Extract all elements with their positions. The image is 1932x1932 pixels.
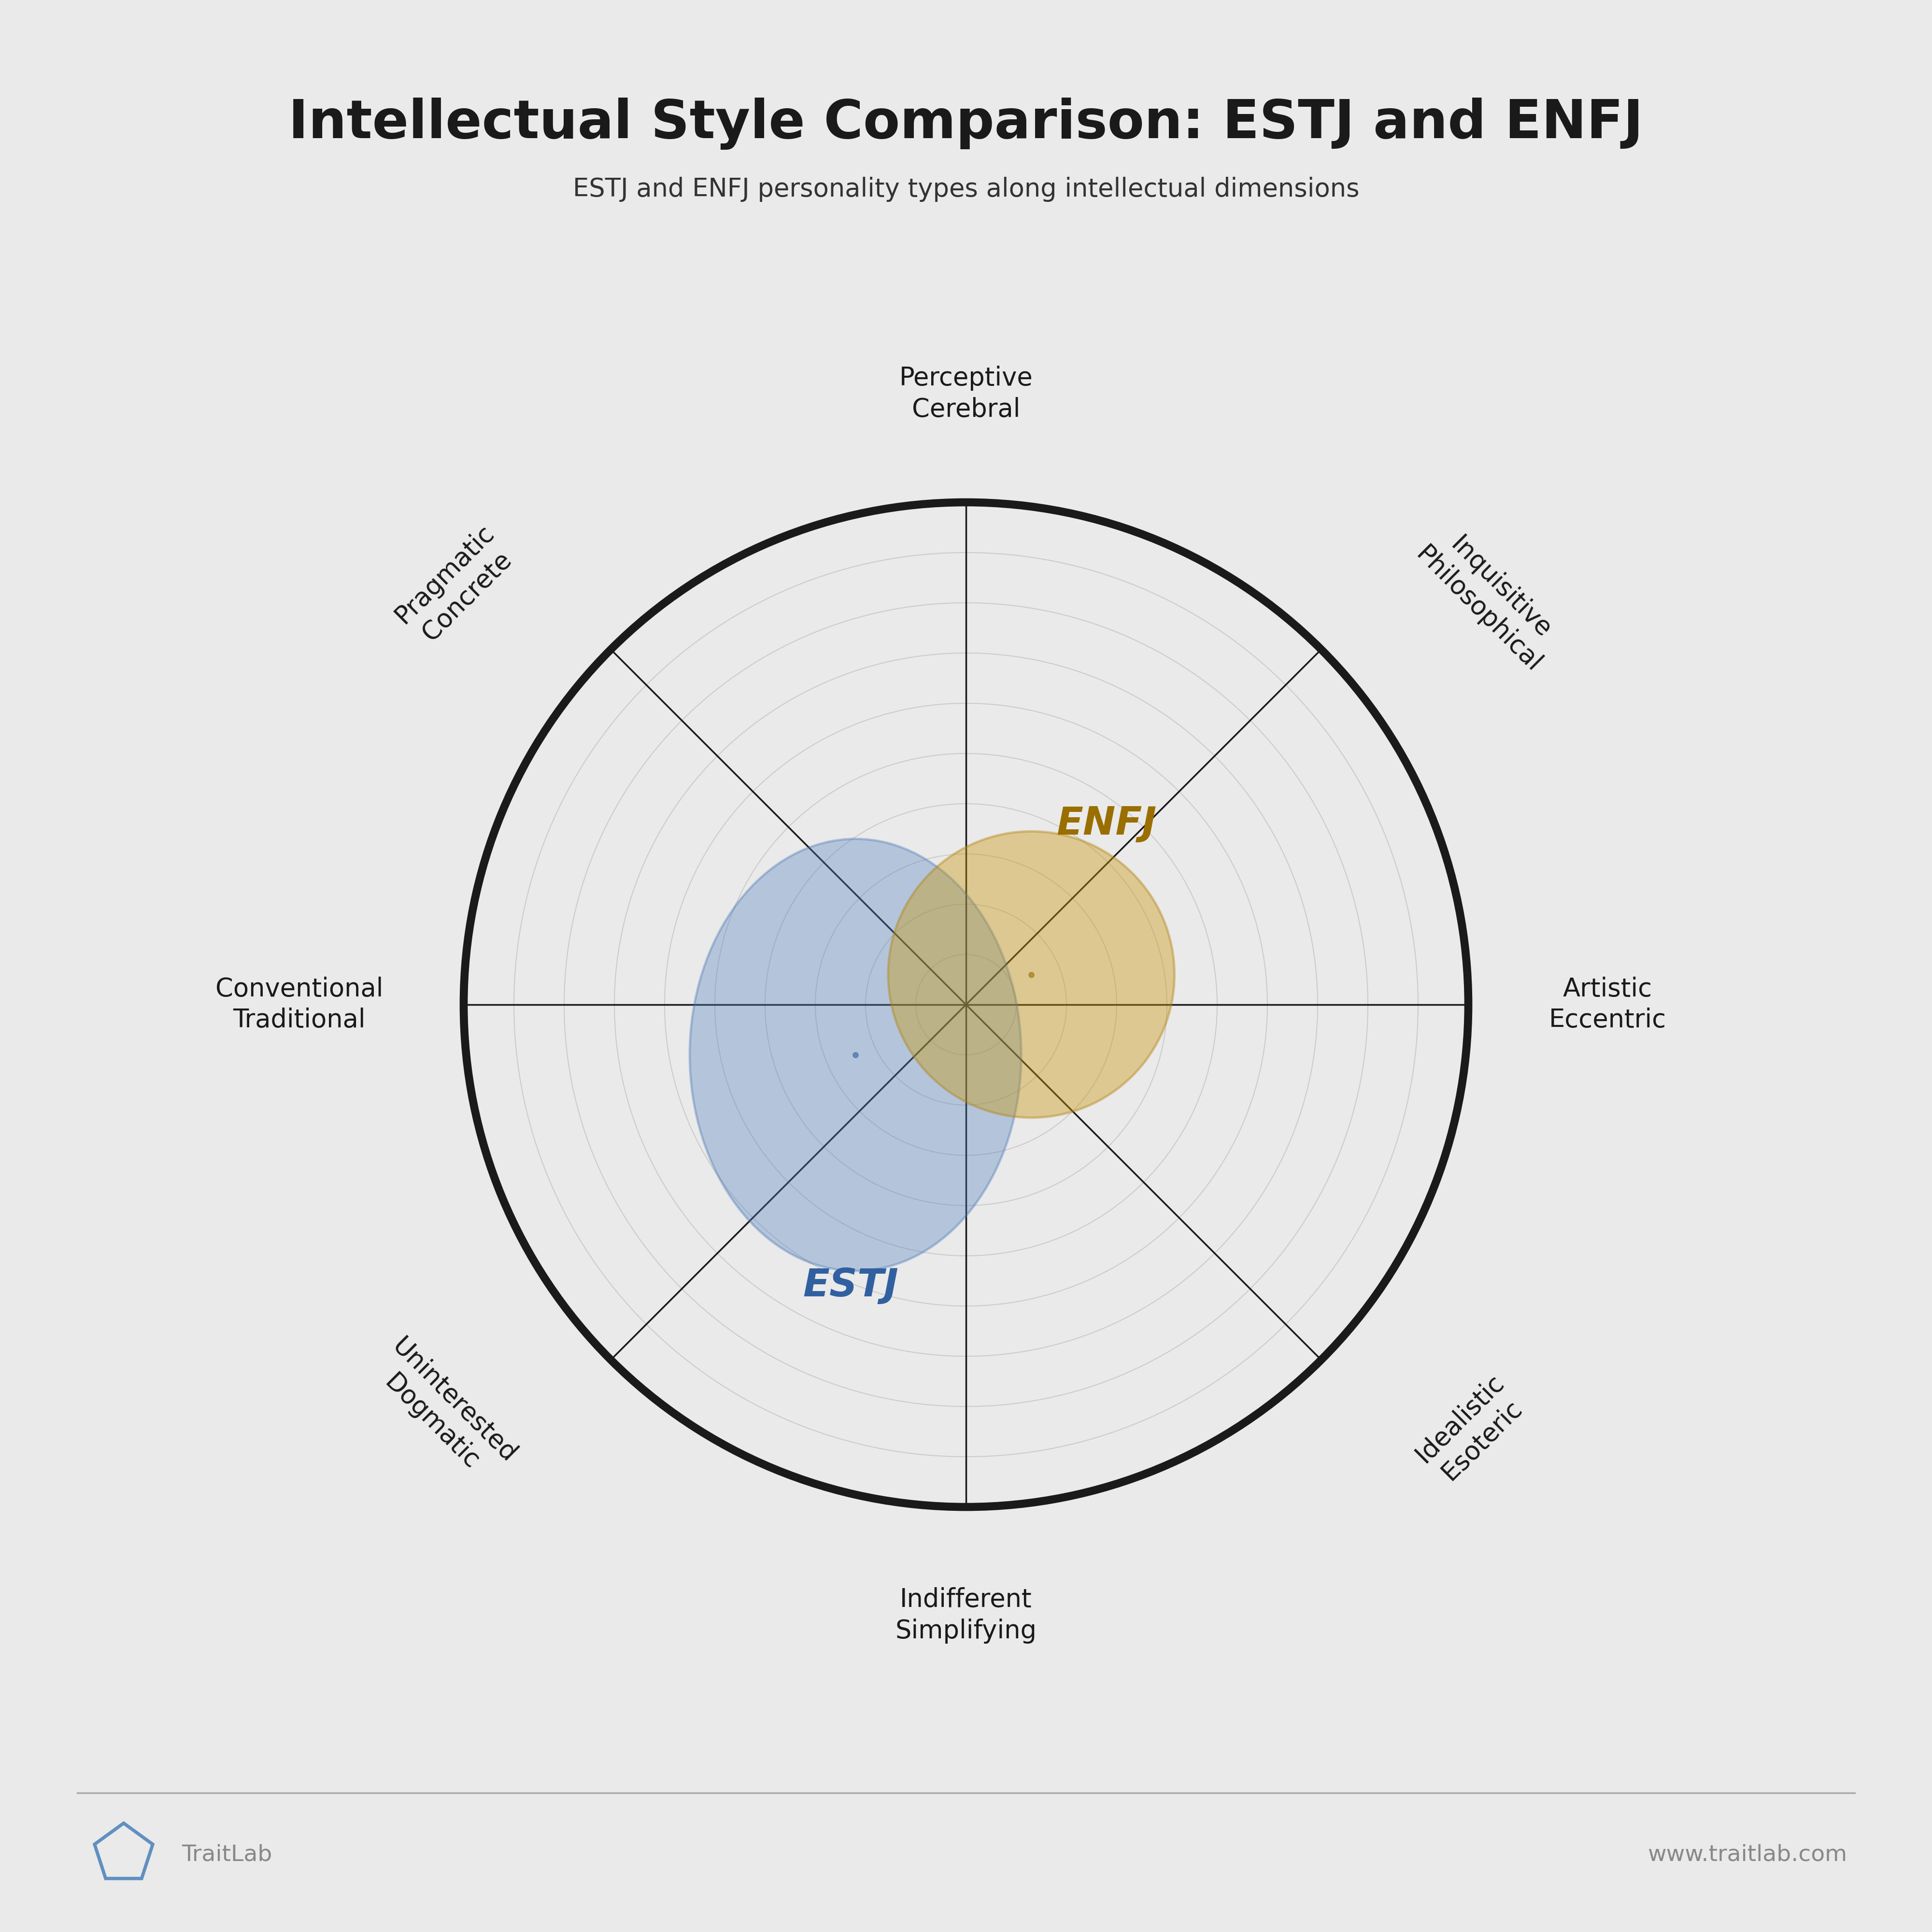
Text: www.traitlab.com: www.traitlab.com xyxy=(1648,1843,1847,1866)
Text: Perceptive
Cerebral: Perceptive Cerebral xyxy=(898,365,1034,421)
Text: Pragmatic
Concrete: Pragmatic Concrete xyxy=(390,520,522,651)
Text: ESTJ and ENFJ personality types along intellectual dimensions: ESTJ and ENFJ personality types along in… xyxy=(572,178,1360,201)
Text: Conventional
Traditional: Conventional Traditional xyxy=(216,976,383,1034)
Text: Inquisitive
Philosophical: Inquisitive Philosophical xyxy=(1410,520,1569,678)
Text: Artistic
Eccentric: Artistic Eccentric xyxy=(1549,976,1665,1034)
Text: Intellectual Style Comparison: ESTJ and ENFJ: Intellectual Style Comparison: ESTJ and … xyxy=(288,97,1644,151)
Text: Indifferent
Simplifying: Indifferent Simplifying xyxy=(895,1588,1037,1644)
Ellipse shape xyxy=(889,831,1175,1117)
Text: ESTJ: ESTJ xyxy=(802,1267,898,1304)
Ellipse shape xyxy=(690,838,1022,1271)
Text: ENFJ: ENFJ xyxy=(1057,806,1157,842)
Text: Idealistic
Esoteric: Idealistic Esoteric xyxy=(1410,1370,1530,1490)
Text: Uninterested
Dogmatic: Uninterested Dogmatic xyxy=(365,1333,522,1490)
Text: TraitLab: TraitLab xyxy=(182,1843,272,1866)
